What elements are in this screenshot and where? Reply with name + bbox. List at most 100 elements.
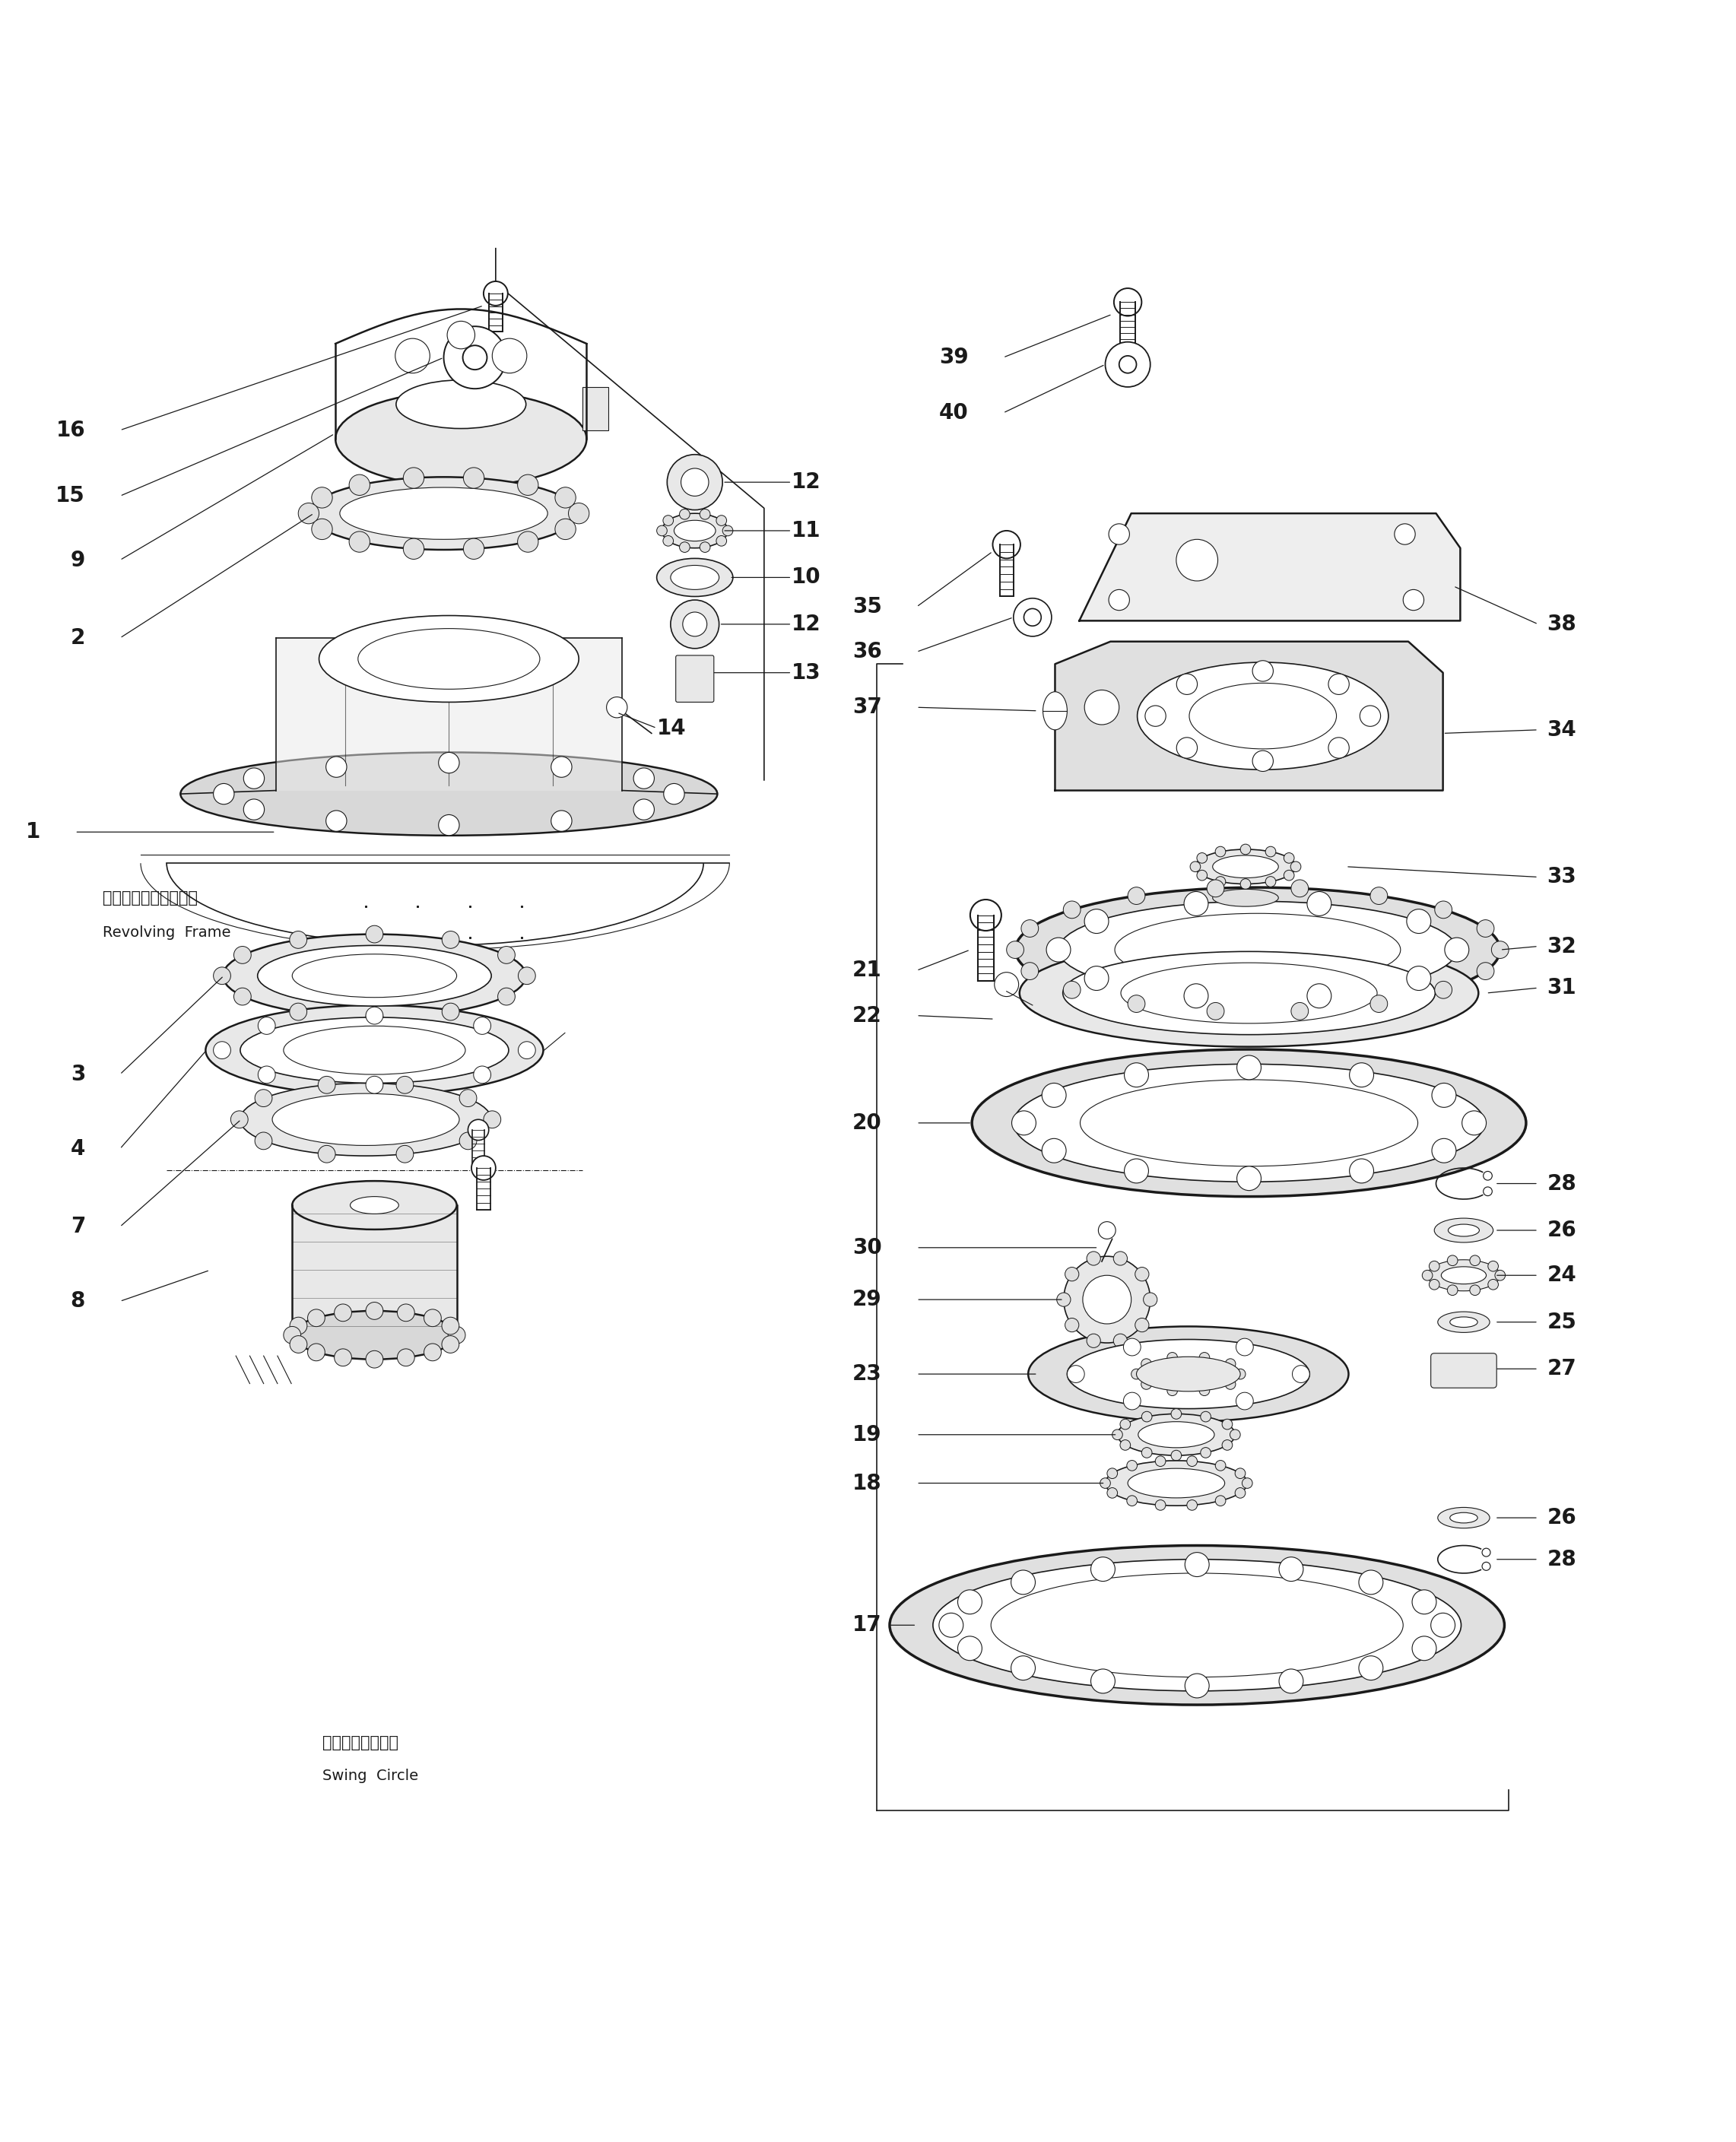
Ellipse shape xyxy=(292,1311,457,1360)
Circle shape xyxy=(1429,1262,1439,1272)
Circle shape xyxy=(1488,1262,1498,1272)
Circle shape xyxy=(464,467,484,488)
Ellipse shape xyxy=(1068,1339,1309,1409)
Circle shape xyxy=(1201,1412,1212,1422)
Circle shape xyxy=(1279,1557,1304,1581)
Circle shape xyxy=(1290,861,1300,872)
Text: 32: 32 xyxy=(1547,936,1576,957)
Circle shape xyxy=(1285,870,1295,880)
Circle shape xyxy=(366,1302,384,1319)
Circle shape xyxy=(1113,1334,1127,1347)
Circle shape xyxy=(1328,675,1349,694)
Circle shape xyxy=(1085,966,1109,990)
Text: 38: 38 xyxy=(1547,613,1576,634)
Circle shape xyxy=(234,947,252,964)
Circle shape xyxy=(444,326,507,388)
Circle shape xyxy=(464,345,488,371)
Ellipse shape xyxy=(1434,1219,1493,1242)
Circle shape xyxy=(1125,1062,1149,1088)
Text: 11: 11 xyxy=(792,521,821,542)
Circle shape xyxy=(663,784,684,803)
Circle shape xyxy=(1207,880,1224,897)
Circle shape xyxy=(1177,737,1198,758)
Circle shape xyxy=(568,503,589,525)
Circle shape xyxy=(1042,1140,1066,1163)
Circle shape xyxy=(1177,675,1198,694)
Text: 22: 22 xyxy=(852,1005,882,1026)
Circle shape xyxy=(1101,1478,1111,1489)
Text: レボルビングフレーム: レボルビングフレーム xyxy=(102,891,198,906)
Circle shape xyxy=(349,531,370,553)
Text: 39: 39 xyxy=(939,347,969,368)
Circle shape xyxy=(255,1133,273,1150)
Ellipse shape xyxy=(661,514,727,548)
Circle shape xyxy=(366,925,384,942)
Text: 3: 3 xyxy=(71,1065,85,1086)
Text: 10: 10 xyxy=(792,568,821,589)
Ellipse shape xyxy=(1450,1512,1477,1523)
Circle shape xyxy=(1196,870,1207,880)
Text: 26: 26 xyxy=(1547,1219,1576,1240)
Circle shape xyxy=(439,752,460,773)
Ellipse shape xyxy=(1441,1266,1486,1283)
Circle shape xyxy=(403,467,424,488)
Text: Swing  Circle: Swing Circle xyxy=(323,1769,418,1782)
Ellipse shape xyxy=(1062,951,1436,1035)
Circle shape xyxy=(335,1349,352,1367)
Text: 25: 25 xyxy=(1547,1311,1576,1332)
Circle shape xyxy=(1021,962,1038,979)
Text: 17: 17 xyxy=(852,1615,882,1636)
Ellipse shape xyxy=(1450,1317,1477,1328)
Ellipse shape xyxy=(273,1095,460,1146)
Circle shape xyxy=(424,1309,441,1326)
Circle shape xyxy=(958,1589,983,1615)
Ellipse shape xyxy=(1028,1326,1349,1422)
Text: Revolving  Frame: Revolving Frame xyxy=(102,925,231,940)
Circle shape xyxy=(448,321,476,349)
Circle shape xyxy=(993,531,1021,559)
Ellipse shape xyxy=(1016,887,1500,1013)
Circle shape xyxy=(1186,1553,1210,1577)
Ellipse shape xyxy=(283,1026,465,1075)
Ellipse shape xyxy=(1196,850,1295,885)
Text: 35: 35 xyxy=(852,595,882,617)
Circle shape xyxy=(682,613,707,636)
Circle shape xyxy=(1120,1439,1130,1450)
Circle shape xyxy=(1085,908,1109,934)
Text: 18: 18 xyxy=(852,1472,882,1493)
Circle shape xyxy=(1177,540,1219,580)
Circle shape xyxy=(1422,1270,1432,1281)
Circle shape xyxy=(290,932,307,949)
Text: 24: 24 xyxy=(1547,1264,1576,1285)
Circle shape xyxy=(939,1613,963,1636)
Text: 30: 30 xyxy=(852,1236,882,1257)
Ellipse shape xyxy=(932,1559,1462,1690)
Ellipse shape xyxy=(1059,902,1457,998)
Text: 2: 2 xyxy=(71,628,85,649)
Circle shape xyxy=(231,1112,248,1129)
Circle shape xyxy=(396,338,431,373)
Circle shape xyxy=(550,810,571,831)
Circle shape xyxy=(234,987,252,1005)
Ellipse shape xyxy=(240,1084,491,1157)
Circle shape xyxy=(1113,1251,1127,1266)
Circle shape xyxy=(1234,1489,1245,1497)
Text: 12: 12 xyxy=(792,471,821,493)
Circle shape xyxy=(722,525,733,536)
Circle shape xyxy=(474,1067,491,1084)
Circle shape xyxy=(498,987,516,1005)
Circle shape xyxy=(1135,1268,1149,1281)
Circle shape xyxy=(717,516,727,525)
Circle shape xyxy=(1234,1467,1245,1478)
Circle shape xyxy=(366,1007,384,1024)
Circle shape xyxy=(663,516,674,525)
Circle shape xyxy=(517,476,538,495)
Circle shape xyxy=(1187,1499,1198,1510)
Circle shape xyxy=(1090,1557,1115,1581)
Circle shape xyxy=(396,1146,413,1163)
Circle shape xyxy=(1470,1255,1481,1266)
Circle shape xyxy=(1090,1669,1115,1694)
Text: 40: 40 xyxy=(939,403,969,424)
Circle shape xyxy=(717,536,727,546)
Circle shape xyxy=(1120,356,1137,373)
